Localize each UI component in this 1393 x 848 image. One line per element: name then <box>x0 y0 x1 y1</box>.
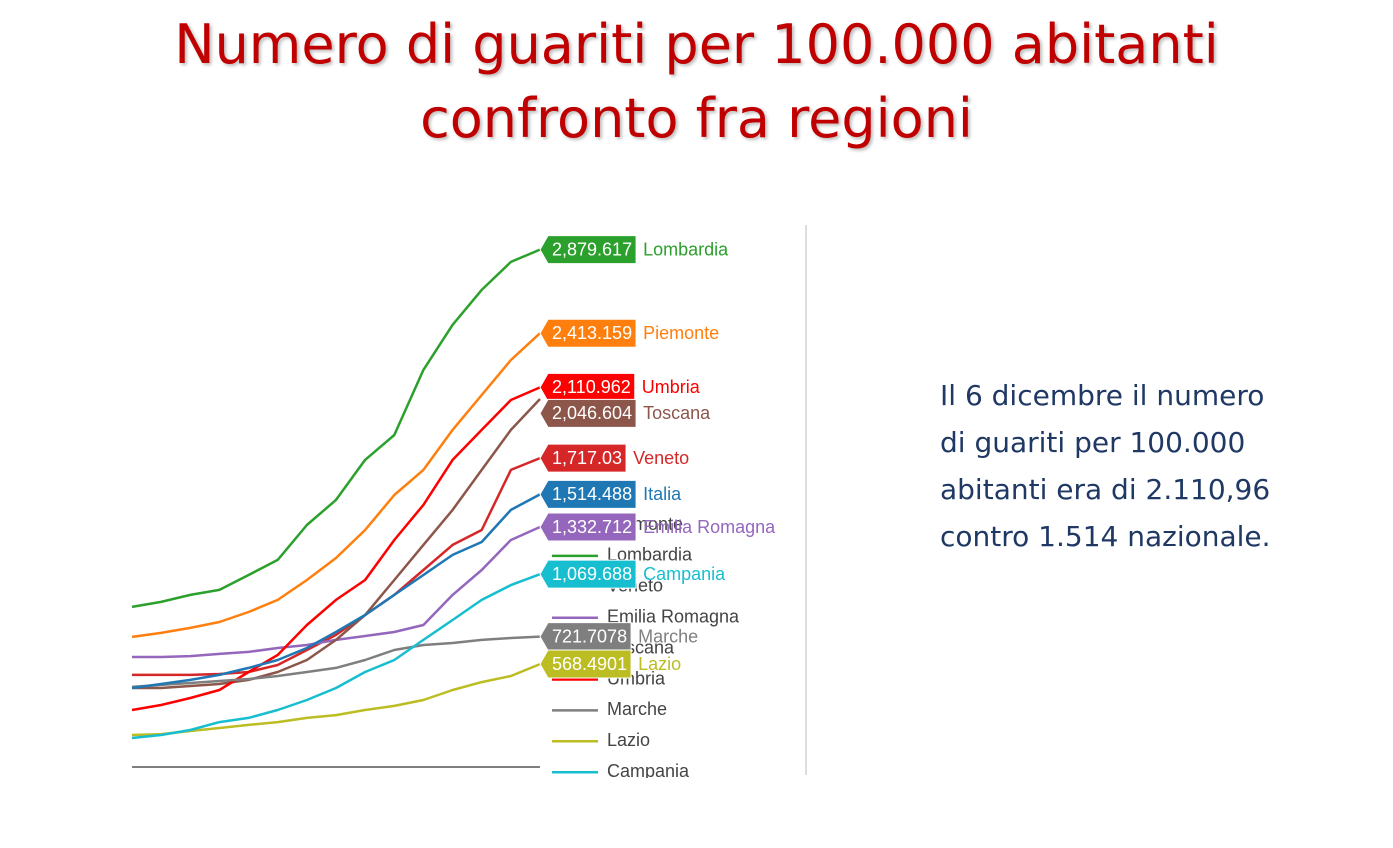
series-name: Umbria <box>642 377 701 397</box>
series-line <box>131 386 541 712</box>
legend-label: Emilia Romagna <box>607 606 740 626</box>
label-box <box>539 649 632 679</box>
value-label: 2,046.604 <box>552 403 632 423</box>
label-box <box>539 318 637 348</box>
series-name: Veneto <box>633 448 689 468</box>
slide-title: Numero di guariti per 100.000 abitanti c… <box>0 8 1393 156</box>
series-line <box>131 573 541 740</box>
value-label: 2,879.617 <box>552 239 632 259</box>
series-line <box>131 662 541 737</box>
series-name: Piemonte <box>643 323 719 343</box>
end-label: 721.7078 Marche <box>539 622 698 652</box>
end-label: 1,717.03 Veneto <box>539 443 689 473</box>
label-box <box>539 398 637 428</box>
label-box <box>539 512 637 542</box>
value-label: 1,069.688 <box>552 564 632 584</box>
series-line <box>132 398 541 690</box>
label-box <box>539 479 637 509</box>
note-line: contro 1.514 nazionale. <box>940 520 1271 553</box>
note-line: abitanti era di 2.110,96 <box>940 473 1271 506</box>
label-box <box>539 443 627 473</box>
series-line <box>131 493 541 690</box>
series-line <box>131 248 541 609</box>
value-label: 1,514.488 <box>552 484 632 504</box>
legend-label: Marche <box>607 699 667 719</box>
note-line: Il 6 dicembre il numero <box>940 379 1265 412</box>
value-label: 1,717.03 <box>552 448 622 468</box>
value-label: 568.4901 <box>552 654 627 674</box>
legend-label: Campania <box>607 761 690 781</box>
series-line <box>132 525 541 659</box>
series-name: Lombardia <box>643 239 729 259</box>
value-label: 1,332.712 <box>552 517 632 537</box>
end-label: 2,879.617 Lombardia <box>539 235 729 265</box>
series-line <box>131 332 541 639</box>
note: Il 6 dicembre il numero di guariti per 1… <box>940 372 1271 560</box>
legend-label: Italia <box>607 792 646 812</box>
title-line: confronto fra regioni <box>420 87 973 150</box>
series-name: Campania <box>643 564 726 584</box>
chart: Piemonte Lombardia Veneto Emilia Romagna Tos… <box>131 225 807 812</box>
series-line <box>132 456 541 677</box>
value-label: 721.7078 <box>552 626 627 646</box>
label-box <box>539 372 636 402</box>
legend-label: Lombardia <box>607 545 693 565</box>
end-label: 2,046.604 Toscana <box>539 398 711 428</box>
end-label: 568.4901 Lazio <box>539 649 681 679</box>
series-name: Italia <box>643 484 682 504</box>
series-name: Marche <box>638 626 698 646</box>
note-line: di guariti per 100.000 <box>940 426 1246 459</box>
value-label: 2,413.159 <box>552 323 632 343</box>
legend-label: Lazio <box>607 730 650 750</box>
label-box <box>539 559 637 589</box>
series-name: Lazio <box>638 654 681 674</box>
series-line <box>131 635 541 689</box>
end-labels: 2,879.617 Lombardia 2,413.159 Piemonte 2,110… <box>539 235 776 679</box>
end-label: 1,069.688 Campania <box>539 559 726 589</box>
end-label: 1,332.712 Emilia Romagna <box>539 512 776 542</box>
label-box <box>539 622 632 652</box>
lines <box>131 248 541 740</box>
label-box <box>539 235 637 265</box>
end-label: 1,514.488 Italia <box>539 479 682 509</box>
series-name: Toscana <box>643 403 711 423</box>
value-label: 2,110.962 <box>552 377 631 397</box>
end-label: 2,413.159 Piemonte <box>539 318 719 348</box>
series-name: Emilia Romagna <box>643 517 776 537</box>
end-label: 2,110.962 Umbria <box>539 372 701 402</box>
title-line: Numero di guariti per 100.000 abitanti <box>174 13 1219 76</box>
